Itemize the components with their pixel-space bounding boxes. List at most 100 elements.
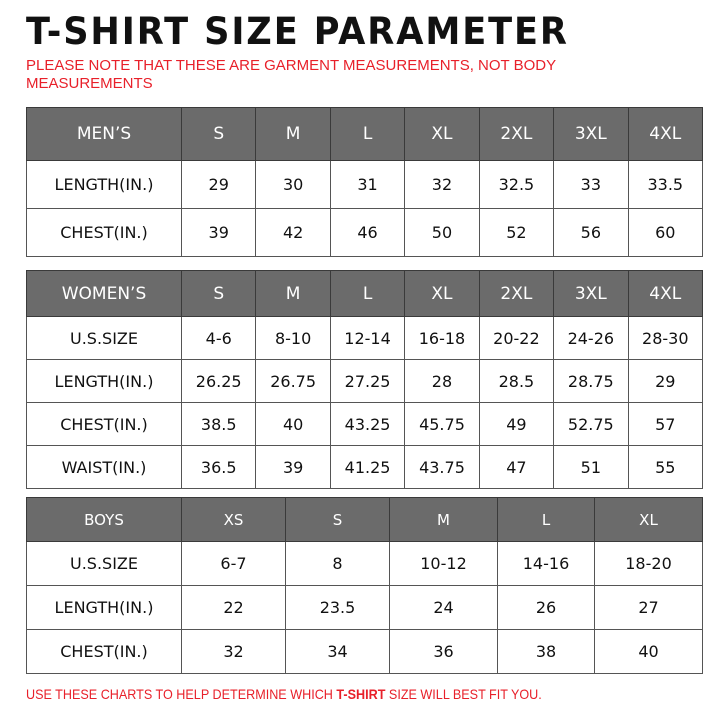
measurement-cell: 52	[478, 208, 555, 257]
measurement-cell: 43.25	[329, 402, 406, 446]
page-title: T-SHIRT SIZE PARAMETER	[26, 10, 569, 53]
measurement-cell: 29	[627, 359, 704, 403]
measurement-cell: 8-10	[255, 316, 331, 360]
measurement-cell: 27	[594, 585, 703, 630]
table-header-row: WOMEN’S S M L XL 2XL 3XL 4XL	[26, 270, 704, 317]
row-label: U.S.SIZE	[26, 541, 182, 586]
measurement-cell: 6-7	[181, 541, 286, 586]
measurement-cell: 39	[180, 208, 257, 257]
measurement-cell: 33.5	[627, 160, 704, 209]
measurement-cell: 38.5	[180, 402, 257, 446]
row-label: WAIST(IN.)	[26, 445, 182, 489]
measurement-cell: 24	[389, 585, 498, 630]
table-header-row: BOYS XS S M L XL	[26, 497, 703, 542]
table-row: LENGTH(IN.) 29 30 31 32 32.5 33 33.5	[26, 160, 704, 209]
size-header: XS	[181, 497, 286, 542]
measurement-cell: 45.75	[404, 402, 480, 446]
measurement-cell: 31	[329, 160, 406, 209]
category-header: MEN’S	[26, 107, 182, 161]
measurement-cell: 32.5	[478, 160, 555, 209]
measurement-cell: 32	[404, 160, 480, 209]
measurement-cell: 28.5	[478, 359, 555, 403]
table-row: U.S.SIZE 4-6 8-10 12-14 16-18 20-22 24-26 28-30	[26, 316, 704, 360]
measurement-cell: 30	[255, 160, 331, 209]
measurement-cell: 28-30	[627, 316, 704, 360]
measurement-cell: 24-26	[553, 316, 629, 360]
measurement-cell: 60	[627, 208, 704, 257]
footer-text-end: SIZE WILL BEST FIT YOU.	[385, 686, 542, 702]
row-label: CHEST(IN.)	[26, 629, 182, 674]
measurement-cell: 57	[627, 402, 704, 446]
measurement-cell: 47	[478, 445, 555, 489]
footer-note: USE THESE CHARTS TO HELP DETERMINE WHICH…	[26, 686, 542, 702]
measurement-cell: 36.5	[180, 445, 257, 489]
size-header: 4XL	[627, 270, 704, 317]
womens-size-table: WOMEN’S S M L XL 2XL 3XL 4XL U.S.SIZE 4-6 8-10 12-1…	[26, 270, 704, 489]
measurement-cell: 26.75	[255, 359, 331, 403]
measurement-cell: 51	[553, 445, 629, 489]
size-header: XL	[404, 107, 480, 161]
table-row: CHEST(IN.) 39 42 46 50 52 56 60	[26, 208, 704, 257]
measurement-cell: 28	[404, 359, 480, 403]
mens-size-table: MEN’S S M L XL 2XL 3XL 4XL LENGTH(IN.) 29 30 31 32 32…	[26, 107, 704, 257]
size-header: 2XL	[478, 107, 555, 161]
measurement-cell: 16-18	[404, 316, 480, 360]
size-header: 2XL	[478, 270, 555, 317]
measurement-cell: 29	[180, 160, 257, 209]
row-label: CHEST(IN.)	[26, 208, 182, 257]
table-row: WAIST(IN.) 36.5 39 41.25 43.75 47 51 55	[26, 445, 704, 489]
size-header: S	[180, 270, 257, 317]
size-header: L	[497, 497, 595, 542]
size-header: S	[180, 107, 257, 161]
measurement-cell: 28.75	[553, 359, 629, 403]
size-header: M	[389, 497, 498, 542]
measurement-cell: 26	[497, 585, 595, 630]
size-header: 4XL	[627, 107, 704, 161]
measurement-cell: 18-20	[594, 541, 703, 586]
measurement-cell: 10-12	[389, 541, 498, 586]
size-header: 3XL	[553, 270, 629, 317]
table-row: CHEST(IN.) 32 34 36 38 40	[26, 629, 703, 674]
table-row: LENGTH(IN.) 26.25 26.75 27.25 28 28.5 28.75 29	[26, 359, 704, 403]
footer-highlight: T-SHIRT	[336, 686, 386, 702]
measurement-cell: 55	[627, 445, 704, 489]
measurement-cell: 26.25	[180, 359, 257, 403]
category-header: BOYS	[26, 497, 182, 542]
size-header: XL	[594, 497, 703, 542]
measurement-cell: 20-22	[478, 316, 555, 360]
measurement-cell: 23.5	[285, 585, 390, 630]
measurement-cell: 42	[255, 208, 331, 257]
measurement-cell: 40	[255, 402, 331, 446]
table-row: U.S.SIZE 6-7 8 10-12 14-16 18-20	[26, 541, 703, 586]
boys-size-table: BOYS XS S M L XL U.S.SIZE 6-7 8 10-12 14-16 18-20 LE…	[26, 497, 703, 674]
size-header: L	[329, 107, 406, 161]
measurement-cell: 33	[553, 160, 629, 209]
table-header-row: MEN’S S M L XL 2XL 3XL 4XL	[26, 107, 704, 161]
category-header: WOMEN’S	[26, 270, 182, 317]
table-row: LENGTH(IN.) 22 23.5 24 26 27	[26, 585, 703, 630]
measurement-cell: 49	[478, 402, 555, 446]
size-header: L	[329, 270, 406, 317]
measurement-note: PLEASE NOTE THAT THESE ARE GARMENT MEASU…	[26, 57, 556, 92]
measurement-cell: 12-14	[329, 316, 406, 360]
measurement-cell: 36	[389, 629, 498, 674]
measurement-cell: 14-16	[497, 541, 595, 586]
row-label: LENGTH(IN.)	[26, 585, 182, 630]
row-label: CHEST(IN.)	[26, 402, 182, 446]
measurement-cell: 34	[285, 629, 390, 674]
row-label: LENGTH(IN.)	[26, 359, 182, 403]
measurement-cell: 22	[181, 585, 286, 630]
measurement-cell: 39	[255, 445, 331, 489]
measurement-cell: 38	[497, 629, 595, 674]
size-header: S	[285, 497, 390, 542]
footer-text: USE THESE CHARTS TO HELP DETERMINE WHICH	[26, 686, 337, 702]
measurement-cell: 56	[553, 208, 629, 257]
size-header: XL	[404, 270, 480, 317]
table-row: CHEST(IN.) 38.5 40 43.25 45.75 49 52.75 57	[26, 402, 704, 446]
measurement-cell: 32	[181, 629, 286, 674]
measurement-cell: 52.75	[553, 402, 629, 446]
size-header: 3XL	[553, 107, 629, 161]
measurement-cell: 40	[594, 629, 703, 674]
size-header: M	[255, 270, 331, 317]
measurement-cell: 50	[404, 208, 480, 257]
